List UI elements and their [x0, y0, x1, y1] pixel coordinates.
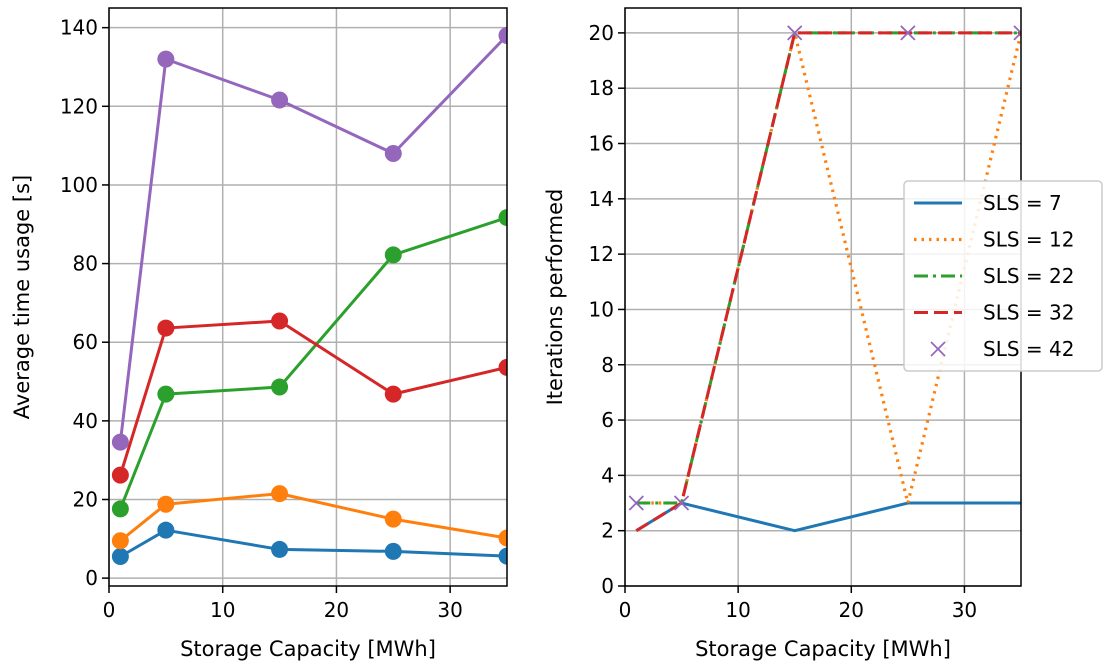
left-chart-panel: 0 10 20 30 0 20 40 60 80 100 120 140 Storage Capacit…: [10, 7, 508, 661]
left-series-0-point: [157, 521, 175, 539]
left-series-2-line: [118, 216, 507, 510]
right-y-tick-label: 6: [601, 408, 614, 432]
legend-label: SLS = 7: [983, 191, 1062, 215]
legend-entry: SLS = 7: [914, 191, 1062, 215]
legend-label: SLS = 12: [983, 228, 1074, 252]
left-series-1-point: [111, 532, 129, 550]
right-chart-panel: 0 10 20 30 0 2 4 6 8 10 12 14 16 18 20 Storage Capacity…: [543, 7, 1022, 661]
right-series-4-marker-stroke: [1013, 25, 1021, 35]
right-series-4-marker-stroke: [628, 495, 644, 511]
left-axes-frame: [108, 7, 508, 587]
left-series-0-point: [384, 542, 402, 560]
left-series-4-point: [111, 433, 129, 451]
legend-label: SLS = 32: [983, 301, 1074, 325]
left-x-tick-label: 10: [210, 598, 235, 622]
legend-label: SLS = 22: [983, 264, 1074, 288]
left-series-4-point: [384, 144, 402, 162]
right-series-4-marker: [1013, 25, 1021, 41]
left-x-axis-label: Storage Capacity [MWh]: [180, 637, 436, 661]
left-series-0-point: [111, 548, 129, 566]
right-y-tick-label: 12: [589, 242, 614, 266]
left-series-3-point: [384, 385, 402, 403]
right-y-tick-label: 8: [601, 353, 614, 377]
right-data-area: [628, 25, 1021, 533]
left-series-2-point: [111, 500, 129, 518]
right-y-axis-label: Iterations performed: [543, 189, 567, 406]
left-series-1-point: [157, 495, 175, 513]
left-series-1-point: [384, 510, 402, 528]
legend-swatch-marker: [930, 341, 946, 357]
left-y-tick-label: 140: [60, 16, 98, 40]
right-series-4-marker: [787, 25, 803, 41]
left-series-0-point: [498, 547, 507, 565]
left-series-3-point: [157, 319, 175, 337]
legend-box: [903, 180, 1103, 372]
left-x-tick-label: 30: [437, 598, 462, 622]
right-series-4-marker: [673, 495, 690, 511]
left-series-3-point: [498, 358, 507, 376]
left-series-3-point: [111, 466, 129, 484]
right-y-tick-label: 4: [601, 463, 614, 487]
left-y-tick-label: 80: [73, 252, 98, 276]
left-y-tick-label: 60: [73, 330, 98, 354]
right-y-tick-label: 10: [589, 297, 614, 321]
legend-entry: SLS = 42: [930, 337, 1074, 361]
right-series-3-line: [635, 31, 1021, 532]
right-x-tick-label: 30: [952, 598, 977, 622]
right-series-4-marker-stroke: [787, 25, 803, 41]
right-y-tick-label: 14: [589, 187, 614, 211]
right-x-tick-label: 20: [839, 598, 864, 622]
right-y-tick-label: 18: [589, 76, 614, 100]
right-y-tick-label: 20: [589, 21, 614, 45]
right-y-tick-label: 2: [601, 519, 614, 543]
legend-entry: SLS = 22: [914, 264, 1074, 288]
left-x-tick-label: 20: [324, 598, 349, 622]
legend-entry: SLS = 12: [914, 228, 1074, 252]
right-series-4-marker-stroke: [673, 495, 690, 511]
left-series-0-point: [271, 540, 289, 558]
right-series-0-line: [635, 501, 1021, 533]
left-y-axis-label: Average time usage [s]: [10, 175, 34, 419]
right-x-axis-label: Storage Capacity [MWh]: [695, 637, 951, 661]
legend: SLS = 7 SLS = 12 SLS = 22 SLS = 32 SLS = 42: [903, 180, 1103, 372]
right-series-4-marker: [900, 25, 916, 41]
left-data-area: [111, 27, 507, 566]
left-y-tick-label: 40: [73, 409, 98, 433]
right-series-4-marker-stroke: [900, 25, 916, 41]
legend-entry: SLS = 32: [914, 301, 1074, 325]
left-series-2-point: [384, 246, 402, 264]
left-series-3-point: [271, 312, 289, 330]
right-series-4-marker-stroke: [1013, 31, 1021, 41]
left-series-4-point: [271, 91, 289, 109]
left-series-0-line: [119, 528, 507, 558]
left-series-2-point: [498, 209, 507, 227]
right-x-tick-label: 0: [619, 598, 632, 622]
left-y-tick-label: 120: [60, 94, 98, 118]
left-series-1-point: [498, 529, 507, 547]
legend-label: SLS = 42: [983, 337, 1074, 361]
left-series-2-point: [157, 385, 175, 403]
right-y-tick-label: 0: [601, 574, 614, 598]
right-x-tick-label: 10: [725, 598, 750, 622]
left-series-4-point: [157, 50, 175, 68]
left-series-3-line: [118, 319, 507, 476]
left-y-tick-label: 20: [73, 487, 98, 511]
left-series-4-point: [498, 27, 507, 45]
left-x-tick-label: 0: [103, 598, 116, 622]
left-series-1-point: [271, 485, 289, 503]
left-series-2-point: [271, 378, 289, 396]
right-y-tick-label: 16: [589, 132, 614, 156]
right-series-4-marker: [628, 495, 644, 511]
left-y-tick-label: 100: [60, 173, 98, 197]
left-y-tick-label: 0: [85, 566, 98, 590]
